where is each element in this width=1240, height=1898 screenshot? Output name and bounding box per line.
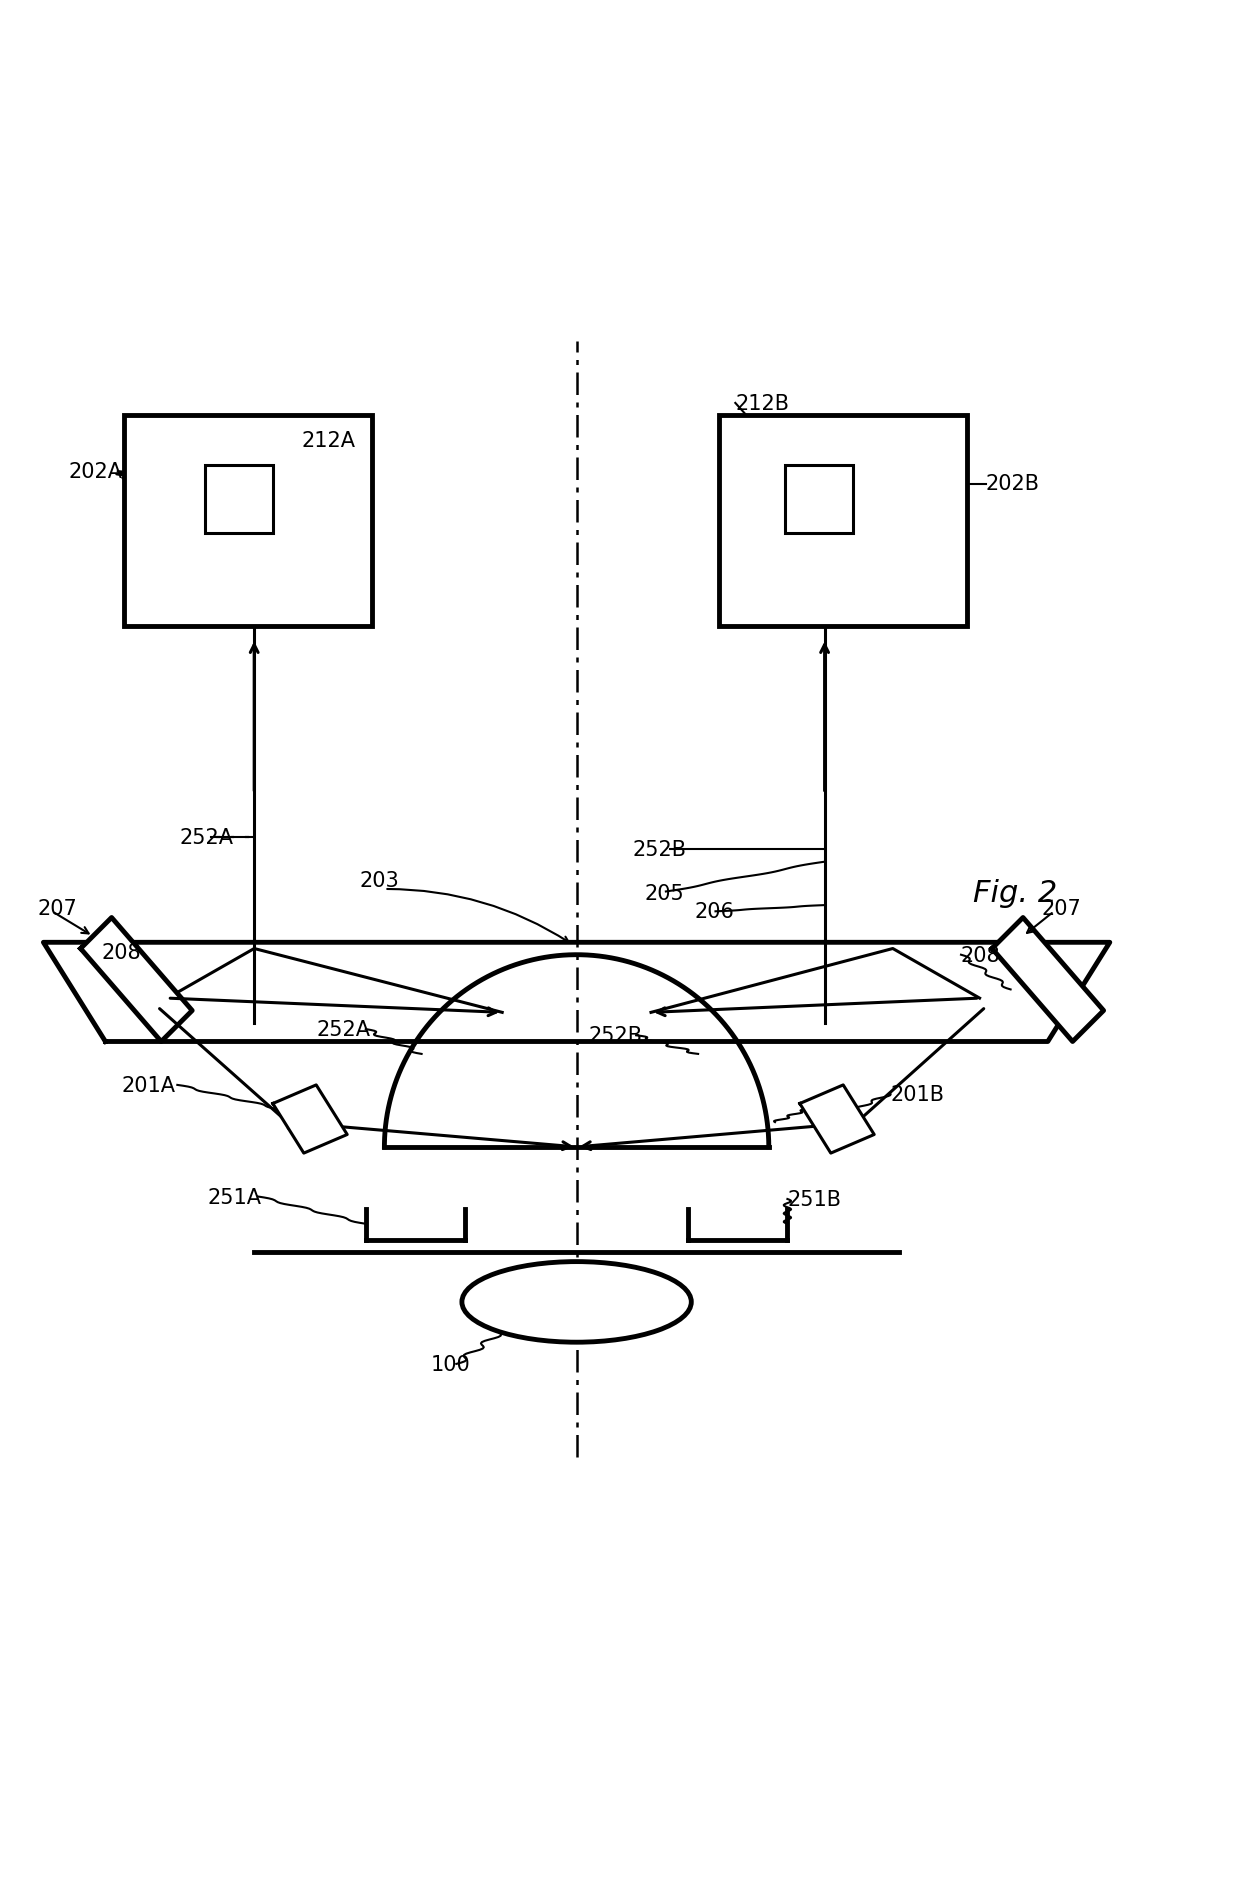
Bar (205, 465, 273, 533)
Polygon shape (992, 919, 1104, 1042)
Text: 206: 206 (694, 902, 734, 922)
Text: 204: 204 (815, 1097, 854, 1116)
Bar (124, 416, 372, 626)
Ellipse shape (463, 1262, 692, 1342)
Text: 252B: 252B (589, 1025, 644, 1046)
Text: 208: 208 (102, 943, 141, 962)
Text: 207: 207 (1042, 898, 1081, 919)
Text: 201B: 201B (890, 1084, 945, 1105)
Bar (785, 465, 853, 533)
Text: 212A: 212A (301, 431, 356, 452)
Text: 252A: 252A (180, 828, 234, 847)
Polygon shape (800, 1086, 874, 1154)
Text: 252B: 252B (632, 839, 687, 860)
Polygon shape (81, 919, 192, 1042)
Text: 207: 207 (37, 898, 77, 919)
Bar (719, 416, 967, 626)
Text: 201A: 201A (122, 1076, 176, 1095)
Text: 251A: 251A (207, 1186, 262, 1207)
Text: 203: 203 (360, 871, 399, 890)
Polygon shape (273, 1086, 347, 1154)
Text: 251B: 251B (787, 1190, 842, 1209)
Text: Fig. 2: Fig. 2 (973, 879, 1058, 907)
Text: 202B: 202B (986, 474, 1040, 493)
Text: 205: 205 (645, 883, 684, 903)
Text: 202A: 202A (68, 461, 123, 482)
Text: 208: 208 (961, 945, 1001, 966)
Text: 100: 100 (430, 1353, 470, 1374)
Text: 252A: 252A (316, 1019, 371, 1040)
Text: 212B: 212B (735, 393, 790, 414)
